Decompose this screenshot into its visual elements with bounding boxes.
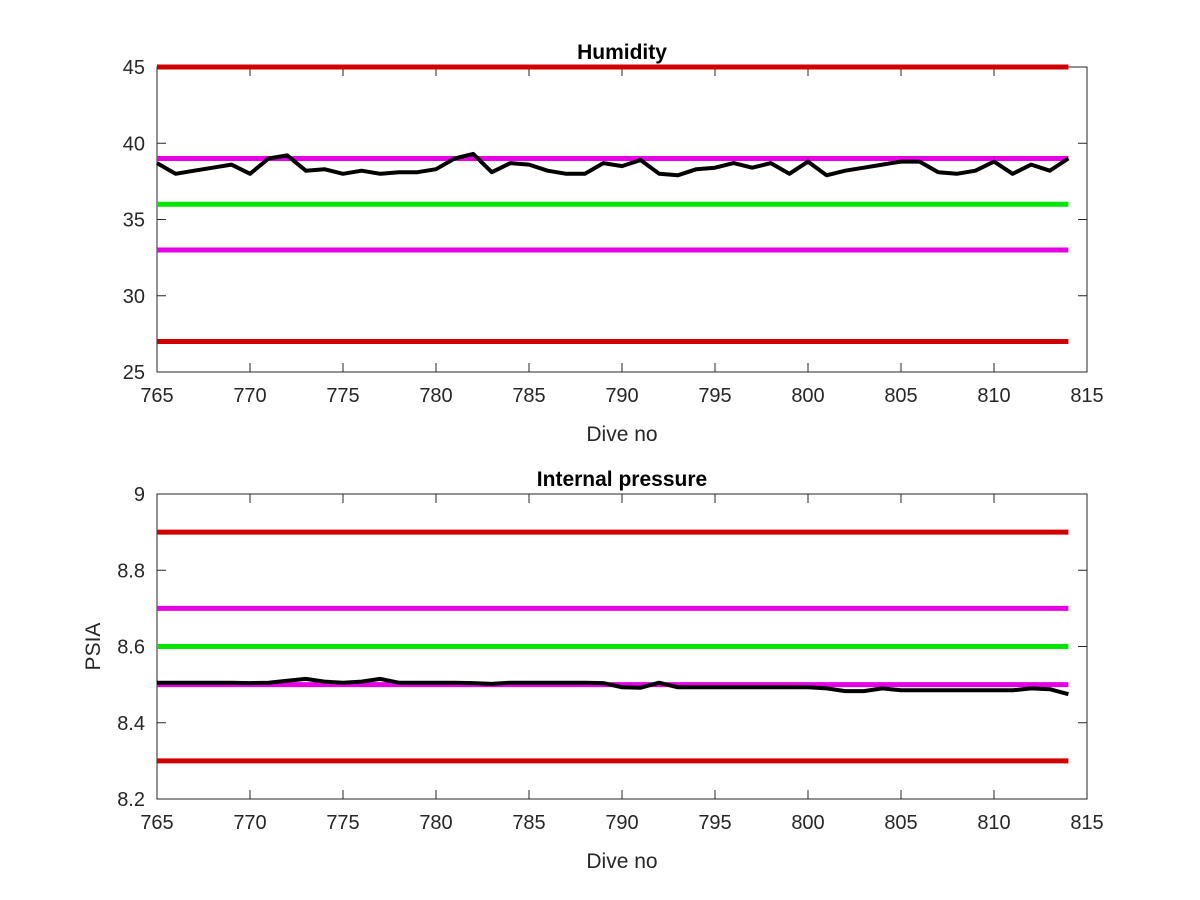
y-tick-label: 8.2	[117, 789, 145, 811]
y-axis-label: PSIA	[82, 623, 105, 671]
x-tick-label: 790	[605, 812, 638, 834]
x-tick-label: 810	[977, 385, 1010, 407]
axes-box	[156, 66, 1088, 373]
x-tick-label: 800	[791, 385, 824, 407]
x-tick-label: 790	[605, 385, 638, 407]
x-tick-label: 775	[326, 385, 359, 407]
y-tick-label: 45	[123, 57, 145, 79]
y-tick-label: 8.6	[117, 637, 145, 659]
x-tick-label: 765	[140, 385, 173, 407]
series-line-0	[157, 676, 1069, 697]
internal-pressure-chart: 765 770 775 780 785 790 795 800 805 810 815 8.2 8.4 8…	[82, 468, 1104, 873]
x-tick-label: 770	[233, 385, 266, 407]
y-tick-label: 8.8	[117, 560, 145, 582]
x-tick-label: 815	[1070, 812, 1103, 834]
x-tick-label: 805	[884, 812, 917, 834]
y-tick-label: 9	[134, 484, 145, 506]
x-tick-label: 795	[698, 812, 731, 834]
x-tick-label: 780	[419, 385, 452, 407]
x-tick-label: 800	[791, 812, 824, 834]
y-tick-label: 40	[123, 133, 145, 155]
humidity-chart: 765 770 775 780 785 790 795 800 805 810 815 25 30 35 4…	[123, 41, 1104, 446]
chart-title: Internal pressure	[537, 468, 707, 491]
x-tick-label: 810	[977, 812, 1010, 834]
x-tick-label: 815	[1070, 385, 1103, 407]
y-tick-label: 8.4	[117, 713, 145, 735]
x-tick-label: 770	[233, 812, 266, 834]
y-tick-label: 30	[123, 286, 145, 308]
x-tick-label: 765	[140, 812, 173, 834]
y-tick-label: 25	[123, 362, 145, 384]
x-axis-label: Dive no	[586, 423, 657, 446]
chart-title: Humidity	[577, 41, 667, 64]
x-tick-label: 785	[512, 385, 545, 407]
x-axis-label: Dive no	[586, 850, 657, 873]
x-tick-label: 795	[698, 385, 731, 407]
x-tick-label: 775	[326, 812, 359, 834]
x-tick-label: 785	[512, 812, 545, 834]
y-tick-label: 35	[123, 210, 145, 232]
x-tick-label: 780	[419, 812, 452, 834]
x-tick-label: 805	[884, 385, 917, 407]
series-line-0	[156, 151, 1070, 178]
